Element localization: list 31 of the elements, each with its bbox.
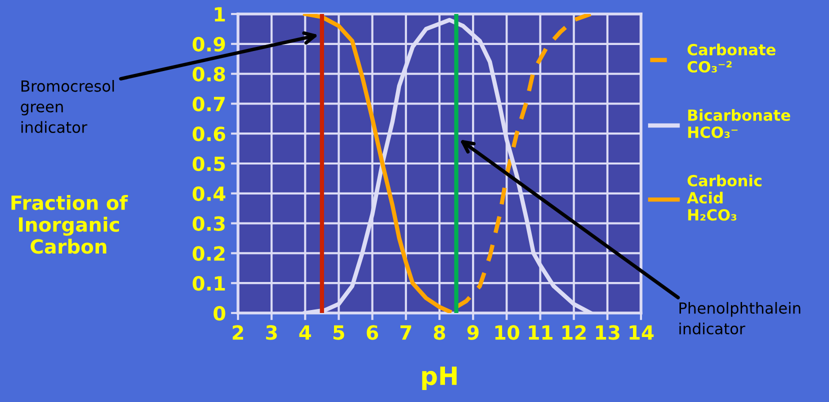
x-tick-label: 13	[596, 325, 620, 340]
x-tick-label: 14	[630, 325, 654, 340]
y-tick-label: 0.5	[192, 156, 225, 172]
x-tick-label: 11	[528, 325, 552, 340]
y-tick-label: 0.3	[192, 216, 225, 231]
x-tick-label: 8	[434, 325, 446, 340]
y-tick-label: 1	[214, 7, 225, 22]
y-tick-label: 0.2	[192, 246, 225, 261]
y-axis-title: Fraction of Inorganic Carbon	[12, 195, 128, 254]
x-tick-label: 4	[299, 325, 312, 340]
y-tick-label: 0.1	[192, 276, 225, 291]
x-tick-label: 3	[266, 325, 277, 340]
x-tick-label: 5	[333, 325, 344, 340]
x-tick-label: 12	[562, 325, 586, 340]
y-tick-label: 0.8	[192, 66, 225, 82]
x-tick-label: 2	[232, 325, 244, 340]
legend-label: Carbonic Acid H₂CO₃	[686, 174, 762, 221]
y-tick-label: 0.4	[192, 186, 226, 202]
x-tick-label: 9	[467, 325, 479, 340]
y-tick-label: 0.6	[192, 126, 226, 142]
x-axis-title: pH	[422, 366, 457, 390]
legend-label: Carbonate CO₃⁻²	[688, 44, 776, 73]
annotation: Bromocresol green indicator	[20, 80, 114, 134]
y-tick-label: 0.9	[192, 36, 225, 52]
x-tick-label: 10	[495, 325, 520, 340]
annotation: Phenolphthalein indicator	[679, 302, 800, 334]
x-tick-label: 6	[366, 325, 378, 340]
y-tick-label: 0	[214, 306, 226, 321]
legend-label: Bicarbonate HCO₃⁻	[688, 109, 790, 138]
y-tick-label: 0.7	[192, 96, 225, 112]
x-tick-label: 7	[400, 325, 412, 340]
